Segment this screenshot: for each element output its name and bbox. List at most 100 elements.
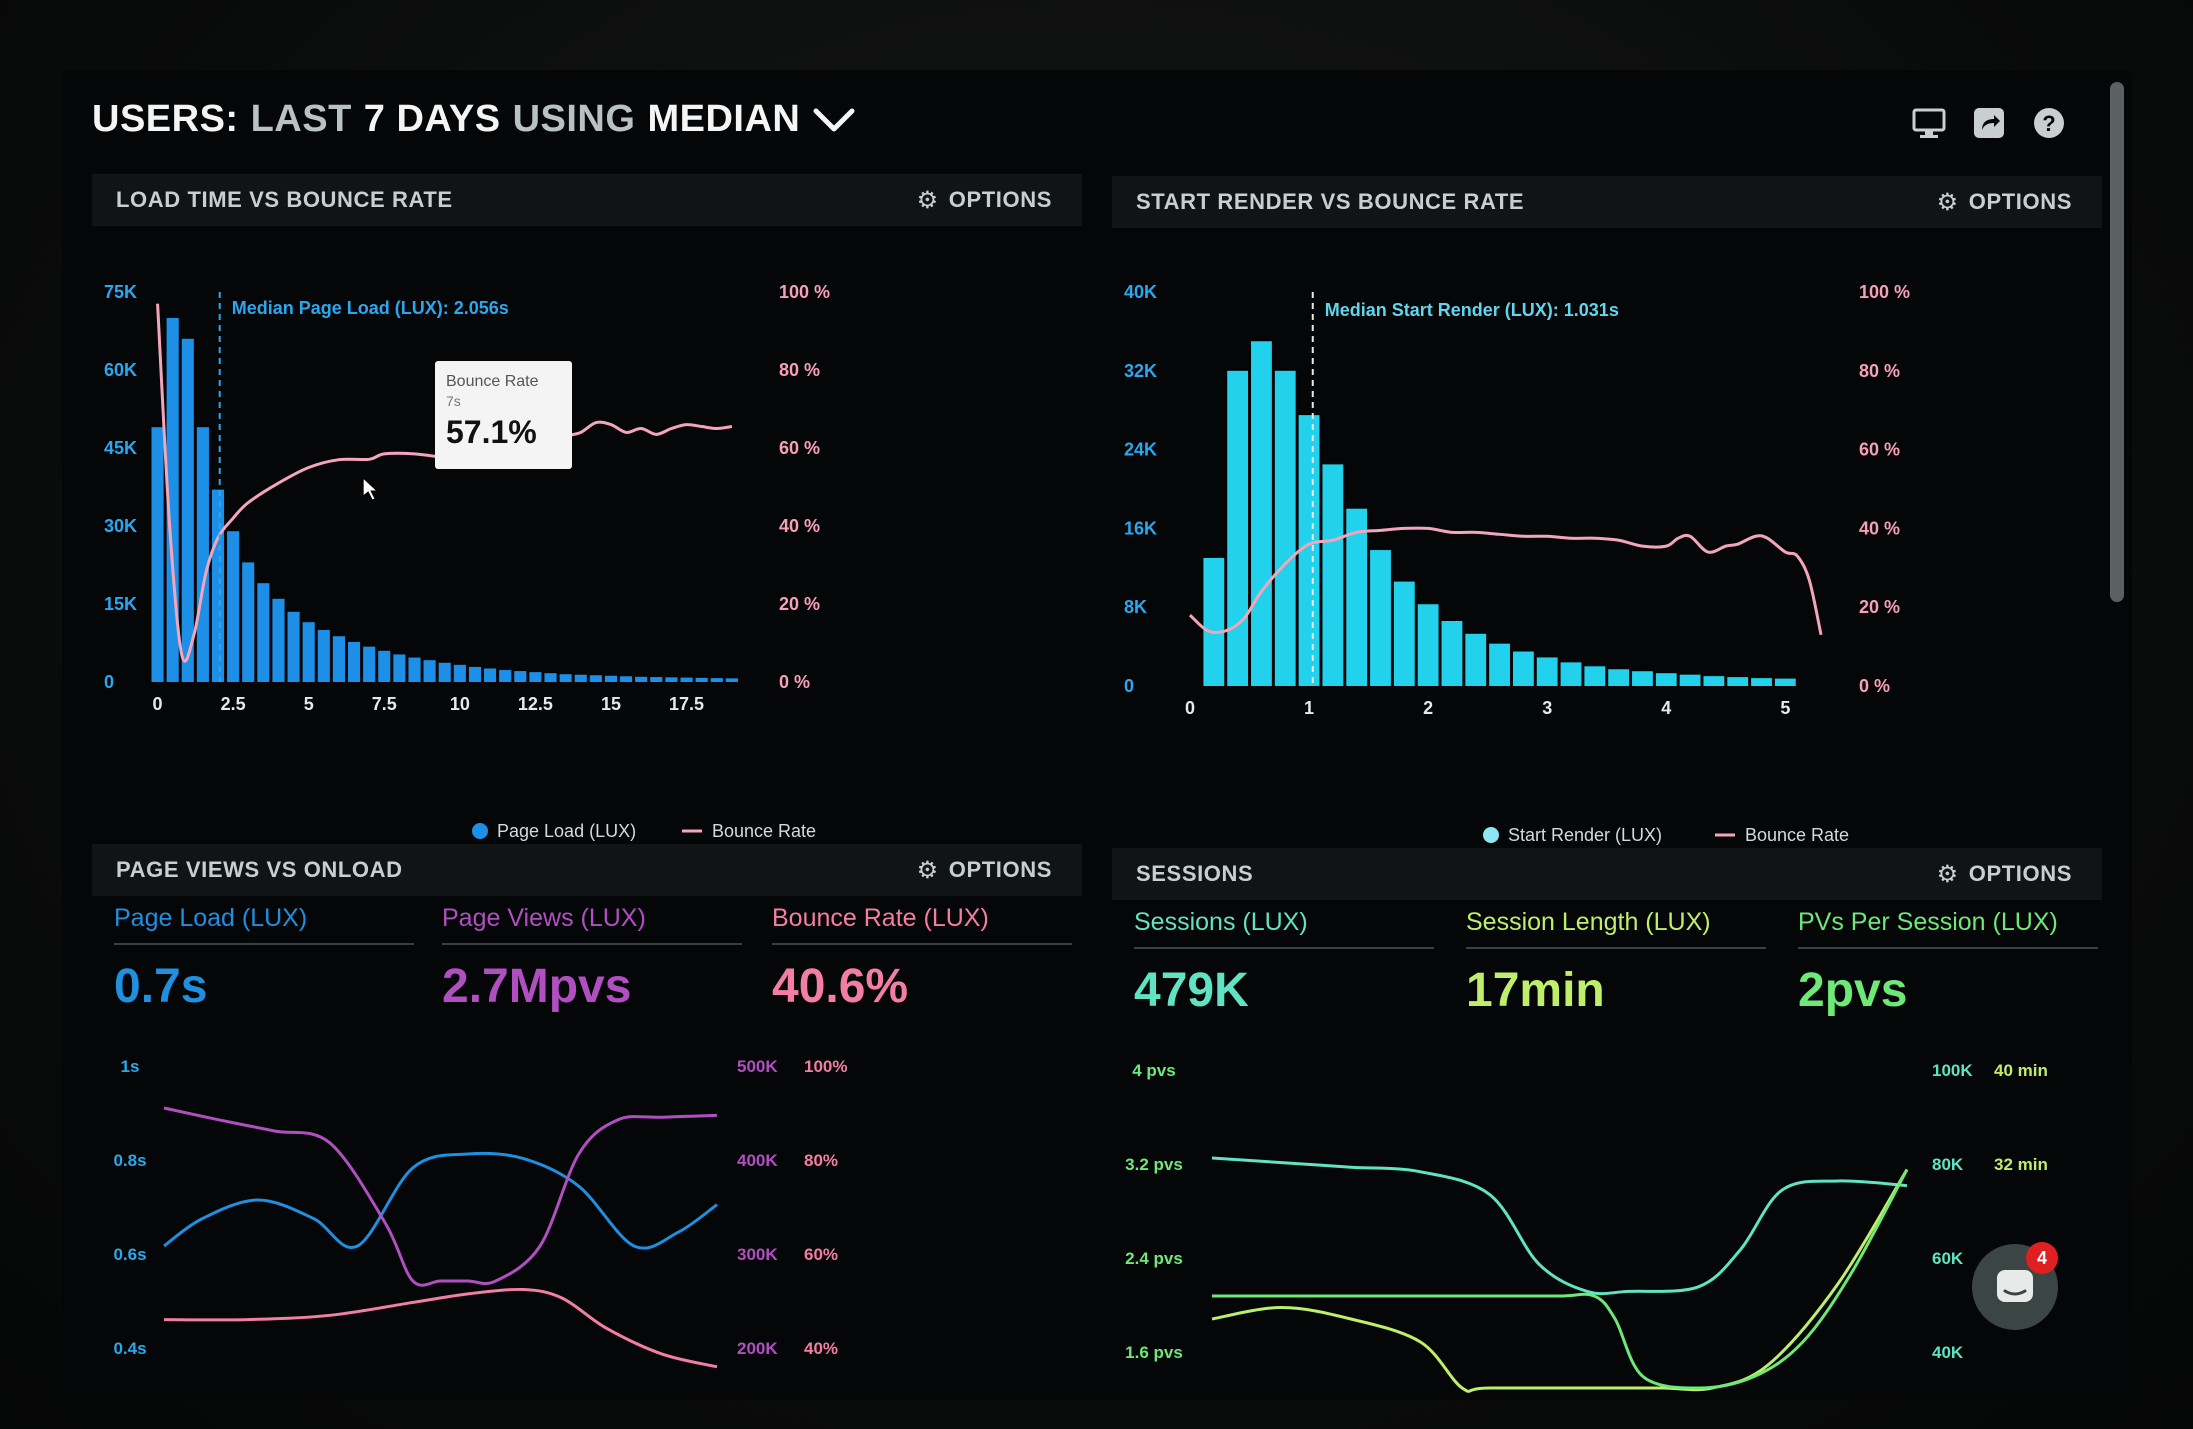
legend-label-bounce-rate: Bounce Rate [1745,825,1849,845]
panel-header: START RENDER VS BOUNCE RATE ⚙ OPTIONS [1112,176,2102,228]
chart-bar [1560,662,1582,686]
chat-icon [1997,1270,2033,1302]
chart-bar [1465,633,1487,686]
chart-bar [181,338,194,682]
y3-axis-tick-label: 32 min [1994,1155,2048,1174]
chart-bar [604,675,618,682]
x-axis-tick-label: 2 [1423,698,1433,718]
page-title[interactable]: USERS: LAST 7 DAYS USING MEDIAN [92,98,856,141]
chart-bar [529,672,542,682]
y2-axis-tick-label: 100 % [779,282,830,302]
y-axis-tick-label: 1.6 pvs [1125,1343,1183,1362]
chart-bar [438,662,451,682]
y-axis-tick-label: 2.4 pvs [1125,1249,1183,1268]
options-button[interactable]: ⚙ OPTIONS [917,186,1052,215]
y3-axis-tick-label: 60% [804,1245,838,1264]
panel-load-time: LOAD TIME VS BOUNCE RATE ⚙ OPTIONS 0 15K 30… [92,174,1082,904]
series-line [1211,1168,1909,1390]
y-axis-tick-label: 1s [121,1057,140,1076]
chart-bar [1703,676,1725,686]
chart-bar [453,664,466,682]
y2-axis-tick-label: 500K [737,1057,778,1076]
chart-bar [695,677,708,682]
legend-label-page-load: Page Load (LUX) [497,821,636,841]
chart-bar [1489,643,1510,686]
monitor-icon[interactable] [1912,106,1946,140]
panel-header: SESSIONS ⚙ OPTIONS [1112,848,2102,900]
stat-sessions[interactable]: Sessions (LUX) 479K [1134,908,1434,1018]
share-icon[interactable] [1972,106,2006,140]
y-axis-tick-label: 0.4s [113,1339,146,1358]
x-axis-tick-label: 2.5 [221,694,246,714]
chat-launcher-button[interactable]: 4 [1972,1242,2058,1330]
y2-axis-tick-label: 40 % [1859,518,1900,538]
stat-label: PVs Per Session (LUX) [1798,908,2098,949]
chevron-down-icon[interactable] [812,105,856,135]
panel-title: SESSIONS [1136,861,1254,886]
chart-bar [544,673,557,682]
chart-bar [1512,651,1534,686]
gear-icon: ⚙ [1936,188,1959,216]
chart-bar [1298,415,1320,686]
y2-axis-tick-label: 60K [1932,1249,1964,1268]
y2-axis-tick-label: 100 % [1859,282,1910,302]
chart-bar [272,598,285,682]
svg-text:?: ? [2042,111,2055,136]
options-label: OPTIONS [1968,189,2072,214]
chart-bar [1393,581,1415,686]
start-render-chart: 0 8K 16K 24K 32K 40K 0 % 20 % 40 % 60 % 80 % 100 % 0… [1124,282,1910,845]
legend-label-bounce-rate: Bounce Rate [712,821,816,841]
y2-axis-tick-label: 200K [737,1339,778,1358]
y-axis-tick-label: 16K [1124,518,1157,538]
y2-axis-tick-label: 0 % [779,672,810,692]
y-axis-tick-label: 0.6s [113,1245,146,1264]
tooltip-value: 57.1% [446,414,537,450]
chart-bar [680,677,693,682]
stat-bounce-rate[interactable]: Bounce Rate (LUX) 40.6% [772,904,1072,1014]
options-button[interactable]: ⚙ OPTIONS [917,856,1052,885]
panel-title: LOAD TIME VS BOUNCE RATE [116,187,453,212]
chart-bar [347,641,361,682]
x-axis-tick-label: 5 [1780,698,1790,718]
panel-title: PAGE VIEWS VS ONLOAD [116,857,403,882]
chart-bar [650,677,663,682]
y2-axis-tick-label: 60 % [1859,440,1900,460]
help-icon[interactable]: ? [2032,106,2066,140]
stat-session-length[interactable]: Session Length (LUX) 17min [1466,908,1766,1018]
y-axis-tick-label: 45K [104,438,137,458]
legend-marker-start-render [1483,827,1499,843]
x-axis-tick-label: 5 [304,694,314,714]
y-axis-tick-label: 40K [1124,282,1157,302]
options-button[interactable]: ⚙ OPTIONS [1937,860,2072,889]
chart-bar [1417,604,1439,686]
stat-label: Page Load (LUX) [114,904,414,945]
chart-bar [1584,666,1606,686]
y2-axis-tick-label: 400K [737,1151,778,1170]
series-line [1211,1168,1909,1393]
x-axis-tick-label: 4 [1661,698,1671,718]
stat-label: Page Views (LUX) [442,904,742,945]
x-axis-tick-label: 7.5 [372,694,397,714]
panel-title: START RENDER VS BOUNCE RATE [1136,189,1525,214]
load-time-chart: 0 15K 30K 45K 60K 75K 0 % 20 % 40 % 60 % 80 % 100 %… [104,282,830,841]
dashboard-screen: USERS: LAST 7 DAYS USING MEDIAN ? LOAD T… [62,70,2132,1400]
y2-axis-tick-label: 80K [1932,1155,1964,1174]
chart-bar [1536,657,1558,686]
chart-bar [1227,370,1249,686]
chart-bar [620,676,633,682]
options-button[interactable]: ⚙ OPTIONS [1937,188,2072,217]
chart-bar [423,660,436,682]
chart-bar [1679,674,1701,686]
stat-value: 2.7Mpvs [442,960,632,1013]
stat-pvs-per-session[interactable]: PVs Per Session (LUX) 2pvs [1798,908,2098,1018]
x-axis-tick-label: 3 [1542,698,1552,718]
gear-icon: ⚙ [916,856,939,884]
y-axis-tick-label: 24K [1124,440,1157,460]
y3-axis-tick-label: 40% [804,1339,838,1358]
y3-axis-tick-label: 40 min [1994,1061,2048,1080]
stat-label: Bounce Rate (LUX) [772,904,1072,945]
vertical-scrollbar[interactable] [2110,82,2124,602]
stat-page-load[interactable]: Page Load (LUX) 0.7s [114,904,414,1014]
chart-bar [242,562,255,682]
stat-page-views[interactable]: Page Views (LUX) 2.7Mpvs [442,904,742,1014]
